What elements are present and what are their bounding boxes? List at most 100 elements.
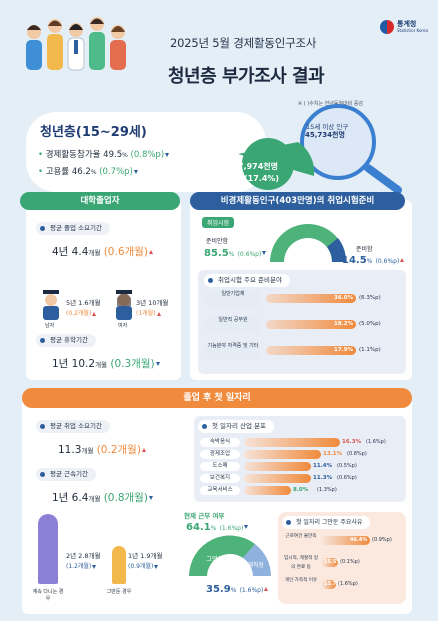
male-grad-icon [43,290,59,320]
prep-yes-label: 준비함 [356,246,373,253]
cur-pct: 35.9% (1.6%p) [206,584,269,595]
prep-field-value: 17.9% [334,347,354,353]
stay-value: 2년 2.8개월 [66,552,101,560]
grad-header: 대학졸업자 [20,192,180,210]
emp-label: 고용률 [45,167,70,177]
reason-change: (0.1%p) [340,559,360,565]
prep-field-bar [266,294,356,303]
stay-change: (1.2개월) [66,561,97,570]
emp-change: (0.7%p [99,167,130,177]
industry-value: 8.0% [293,487,309,493]
up-arrow-icon [148,250,153,254]
male-change: (0.2개월) [66,308,97,317]
up-arrow-icon [141,448,146,452]
industry-bar [244,486,291,495]
industry-label: 보건복지 [200,474,240,483]
grad-avg-value: 4년 4.4개월 (0.6개월) [52,244,153,259]
quit-pct: 64.1% (1.6%p) [186,522,249,533]
industry-value: 16.3% [342,439,362,445]
reason-bar [322,580,336,589]
industry-change: (0.5%p) [337,463,357,469]
industry-value: 11.4% [313,463,333,469]
prep-field-value: 18.2% [334,321,354,327]
prep-no-label: 준비안함 [206,238,229,245]
prep-field-bar [266,346,356,355]
reason-value: 15.5% [324,559,342,565]
tenure-value: 1년 6.4개월 (0.8개월) [52,490,153,505]
female-grad-icon [116,290,132,320]
prep-field-label: 일반직 공무원 [206,316,260,334]
emp-value: 46.2 [71,167,91,177]
prep-donut-chart [270,224,347,262]
footnote: ※ ( )수치는 전년동월대비 증감 [298,101,364,107]
down-arrow-icon [92,564,97,569]
reasons-label: 첫 일자리 그만둔 주요사유 [282,516,371,529]
industry-label: 교육서비스 [200,486,240,495]
grad-leave-label: 평균 휴학기간 [36,334,96,347]
quit-change: (0.9개월) [128,561,159,570]
stay-bar [38,514,58,584]
industry-bar [244,450,321,459]
person-3-icon [67,23,85,71]
up-arrow-icon [156,311,161,316]
youth-pop-pct: (17.4%) [244,174,280,183]
industry-bar [244,474,311,483]
up-arrow-icon [92,311,97,316]
econ-label: 경제활동참가율 [45,150,101,160]
quit-word: 그만둠 [206,555,224,563]
employment-row: • 고용률 46.2% (0.7%p) [38,165,138,177]
industry-change: (1.3%p) [317,487,337,493]
person-1-icon [26,25,42,70]
female-value: 3년 10개월 [136,299,169,307]
stay-label: 계속 다니는 경우 [32,589,64,602]
down-arrow-icon [155,362,160,366]
industry-bar [244,438,340,447]
male-value: 5년 1.6개월 [66,299,101,307]
people-illustration [26,17,126,71]
industry-label: 도소매 [200,462,240,471]
down-arrow-icon [154,564,159,569]
report-title: 청년층 부가조사 결과 [168,66,325,87]
population-magnifier [238,104,402,194]
female-change: (1개월) [136,308,161,317]
logo: 통계청 Statistics Korea [380,20,428,34]
industry-change: (1.6%p) [366,439,386,445]
reason-change: (1.6%p) [338,581,358,587]
job-wait-label: 평균 취업 소요기간 [36,420,110,433]
industry-change: (0.6%p) [337,475,357,481]
pop-value: 45,734천명 [305,131,345,139]
industry-value: 13.1% [323,451,343,457]
industry-change: (0.8%p) [347,451,367,457]
reason-label: 개인·가족적 이유 [284,578,318,583]
prep-sub-tag: 취업시험 [202,217,235,228]
down-arrow-icon [165,152,170,157]
logo-name: 통계청 [397,19,417,28]
status-label: 현재 근무 여부 [184,512,225,520]
prep-field-change: (6.3%p) [359,295,381,301]
reason-label: 임시적, 계절적 일의 완료 등 [284,556,318,570]
prep-field-bar [266,320,356,329]
industry-value: 11.3% [313,475,333,481]
reason-change: (0.9%p) [372,537,392,543]
first-job-header: 졸업 후 첫 일자리 [22,388,412,408]
prep-field-change: (1.1%p) [359,347,381,353]
person-2-icon [47,19,63,70]
reason-label: 근로여건 불만족 [285,534,317,539]
reason-bar [322,536,370,545]
reason-value: 46.4% [350,537,368,543]
quit-value: 1년 1.9개월 [128,552,163,560]
econ-participation-row: • 경제활동참가율 49.5% (0.8%p) [38,148,170,160]
prep-header: 비경제활동인구(403만명)의 취업시험준비 [190,192,405,210]
quit-label: 그만둔 경우 [106,589,132,595]
quit-bar [112,546,126,584]
pop-label: 15세 이상 인구 [306,123,349,131]
tenure-label: 평균 근속기간 [36,468,96,481]
youth-summary-card [26,112,266,192]
grad-avg-label: 평균 졸업 소요기간 [36,222,110,235]
econ-value: 49.5 [103,150,123,160]
job-wait-value: 11.3개월 (0.2개월) [58,442,146,457]
grad-leave-value: 1년 10.2개월 (0.3개월) [52,356,160,371]
person-5-icon [110,25,126,70]
industry-label: 숙박음식 [200,438,240,447]
male-label: 남자 [45,323,55,329]
